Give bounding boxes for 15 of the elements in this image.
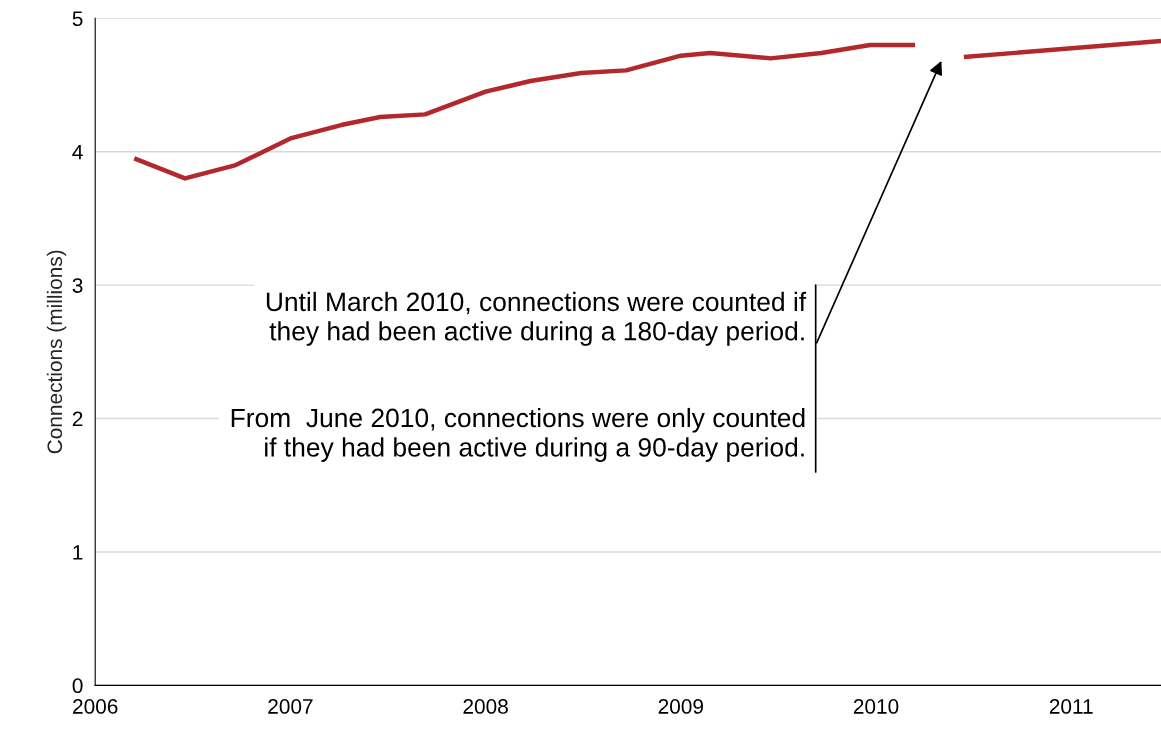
y-tick-label: 3 — [72, 278, 83, 293]
x-tick-label: 2010 — [853, 699, 899, 714]
x-tick-label: 2008 — [463, 699, 508, 714]
y-tick-label: 2 — [72, 411, 83, 427]
x-tick-label: 2009 — [658, 699, 703, 714]
y-tick-label: 4 — [72, 144, 83, 160]
y-tick-label: 0 — [72, 678, 83, 694]
y-tick-label: 1 — [73, 545, 83, 560]
annotation: From June 2010, connections were only counted if they had been active during a 90-day period. — [231, 407, 805, 462]
x-tick-label: 2011 — [1049, 699, 1093, 714]
x-tick-label: 2006 — [73, 699, 118, 714]
x-tick-label: 2007 — [268, 699, 313, 714]
annotation: Until March 2010, connections were counted if they had been active during a 180-day period. — [266, 291, 807, 346]
y-axis-title: Connections (millions) — [46, 250, 67, 454]
y-tick-label: 5 — [72, 11, 83, 27]
